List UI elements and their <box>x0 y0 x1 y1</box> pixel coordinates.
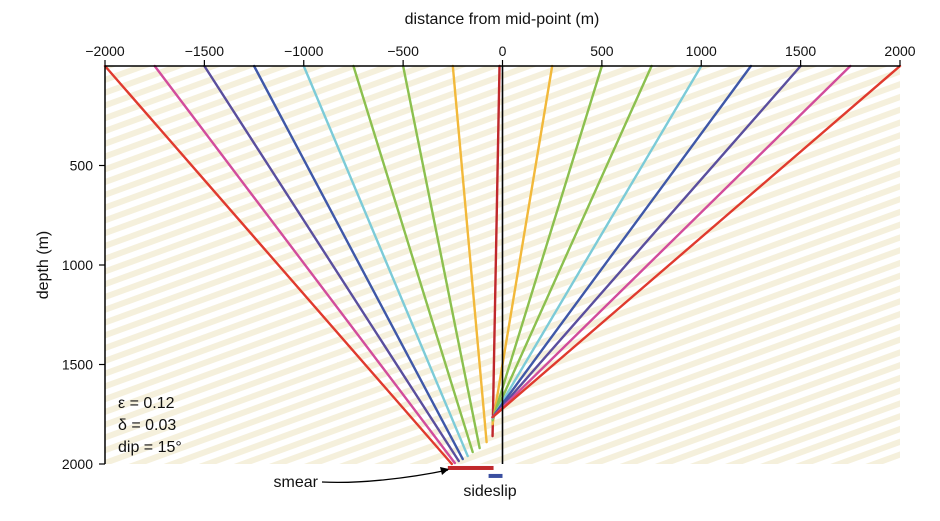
ray-offset-0 <box>491 64 501 438</box>
x-tick-label-1000: 1000 <box>686 43 717 59</box>
x-tick-label-0: 0 <box>499 43 507 59</box>
smear-arrow <box>321 469 449 484</box>
x-tick-label--1000: −1000 <box>284 43 324 59</box>
ray-offset-1500 <box>491 64 802 419</box>
x-axis: −2000 −1500 −1000 −500 0 500 1000 1500 2000 <box>85 43 916 67</box>
ray-offset-1750 <box>491 64 852 419</box>
ray-offset--1000 <box>302 64 469 458</box>
ray-group <box>103 64 902 466</box>
x-tick-label-500: 500 <box>590 43 614 59</box>
epsilon-label: ε = 0.12 <box>118 395 175 412</box>
ray-offset-2000 <box>491 64 902 419</box>
ray-offset--500 <box>401 64 481 450</box>
ray-offset--2000 <box>103 64 454 466</box>
delta-label: δ = 0.03 <box>118 417 176 434</box>
y-tick-label-1500: 1500 <box>62 357 93 373</box>
x-tick-label--1500: −1500 <box>185 43 225 59</box>
ray-offset-1250 <box>491 64 753 419</box>
x-tick-label--500: −500 <box>387 43 419 59</box>
ray-offset--750 <box>352 64 474 454</box>
ray-offset-1000 <box>491 64 703 420</box>
dip-label: dip = 15° <box>118 439 182 456</box>
sideslip-label: sideslip <box>463 483 516 500</box>
y-tick-label-1000: 1000 <box>62 257 93 273</box>
y-axis: 500 1000 1500 2000 <box>62 66 106 472</box>
ray-offset--1250 <box>252 64 464 461</box>
y-tick-label-2000: 2000 <box>62 456 93 472</box>
smear-label: smear <box>274 474 319 491</box>
smear-arrowhead <box>440 467 449 475</box>
ray-offset--1500 <box>203 64 460 463</box>
ray-offset--250 <box>451 64 488 444</box>
x-tick-label--2000: −2000 <box>85 43 125 59</box>
x-tick-label-1500: 1500 <box>785 43 816 59</box>
parameter-annotation: ε = 0.12 δ = 0.03 dip = 15° <box>118 395 182 456</box>
sideslip-bar <box>488 473 503 478</box>
smear-bar <box>447 465 494 470</box>
ray-offset-500 <box>491 64 604 422</box>
ray-offset--1750 <box>153 64 456 465</box>
x-axis-label: distance from mid-point (m) <box>405 11 600 28</box>
y-axis-label: depth (m) <box>35 231 52 299</box>
x-tick-label-2000: 2000 <box>884 43 915 59</box>
y-tick-label-500: 500 <box>70 158 94 174</box>
ray-offset-750 <box>491 64 653 421</box>
